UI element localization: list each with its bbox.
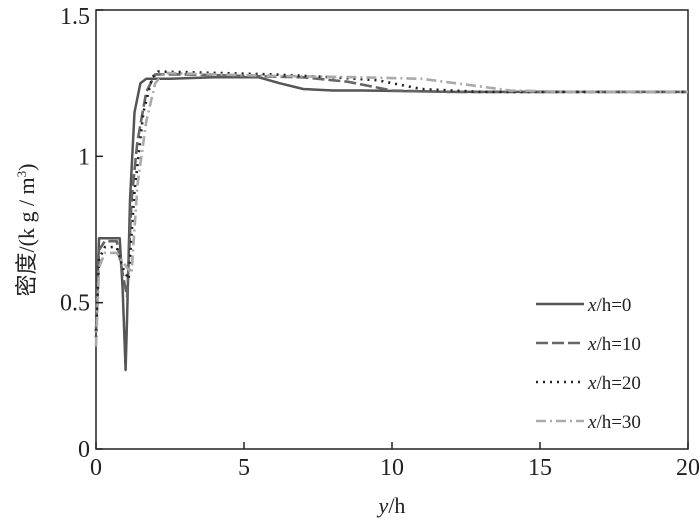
legend-label-2-italic: x (587, 373, 597, 394)
y-tick-label-1: 0.5 (60, 291, 90, 317)
svg-text:x/h=10: x/h=10 (587, 334, 641, 355)
series-line-3 (94, 71, 688, 347)
y-axis-label-close: ) (14, 164, 39, 171)
legend-label-3: /h=30 (596, 412, 641, 433)
svg-text:密度/(k g / m3): 密度/(k g / m3) (14, 164, 39, 297)
legend-item-3: x/h=30 (536, 412, 641, 433)
svg-text:x/h=20: x/h=20 (587, 373, 641, 394)
x-tick-label-2: 10 (380, 455, 404, 481)
svg-text:x/h=30: x/h=30 (587, 412, 641, 433)
svg-text:y/h: y/h (377, 493, 406, 518)
x-axis-label: y/h (377, 493, 406, 518)
x-tick-label-3: 15 (528, 455, 552, 481)
x-tick-label-4: 20 (676, 455, 700, 481)
y-tick-label-2: 1 (78, 144, 90, 170)
legend-label-1-italic: x (587, 334, 597, 355)
y-axis-label-main: 密度/(k g / m (14, 177, 39, 296)
legend-label-2: /h=20 (596, 373, 641, 394)
series-line-1 (94, 73, 688, 332)
x-tick-label-0: 0 (90, 455, 102, 481)
series-line-2 (94, 70, 688, 338)
y-axis-label-sup: 3 (14, 171, 29, 178)
legend-item-1: x/h=10 (536, 334, 641, 355)
legend-item-0: x/h=0 (536, 295, 631, 316)
tick-layer: 0 5 10 15 20 0 0.5 1 1.5 (60, 4, 700, 481)
y-axis-label: 密度/(k g / m3) (14, 164, 39, 297)
legend-item-2: x/h=20 (536, 373, 641, 394)
y-tick-label-3: 1.5 (60, 4, 90, 30)
x-tick-label-1: 5 (238, 455, 250, 481)
series-line-0 (94, 76, 688, 372)
y-tick-label-0: 0 (78, 437, 90, 463)
x-axis-label-rest: /h (388, 493, 405, 518)
legend-label-0: /h=0 (596, 295, 631, 316)
legend-label-1: /h=10 (596, 334, 641, 355)
legend: x/h=0 x/h=10 x/h=20 x/h=30 (536, 295, 641, 433)
legend-label-0-italic: x (587, 295, 597, 316)
series-layer (94, 70, 688, 372)
x-axis-label-italic: y (377, 493, 389, 518)
svg-text:x/h=0: x/h=0 (587, 295, 631, 316)
legend-label-3-italic: x (587, 412, 597, 433)
